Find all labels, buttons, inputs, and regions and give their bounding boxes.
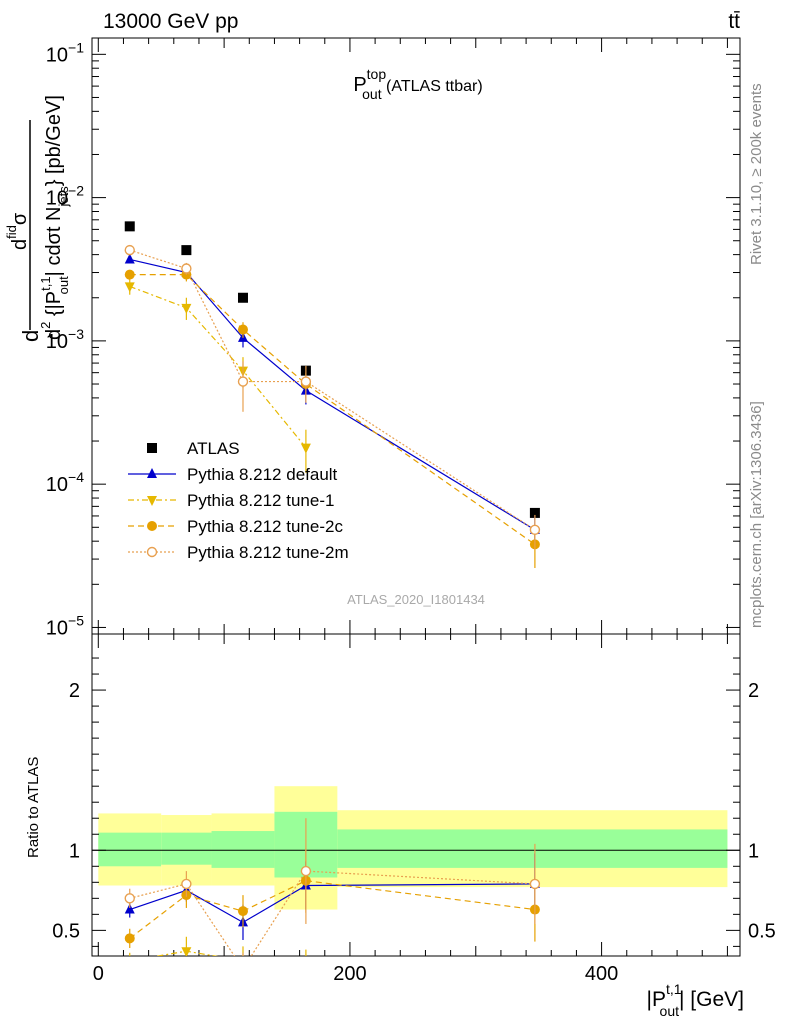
- series-pythia-8-212-tune-2m: [124, 244, 541, 550]
- x-tick-label: 200: [333, 963, 366, 985]
- data-point: [181, 303, 192, 314]
- ratio-uncertainty-bands: [98, 786, 728, 910]
- band-inner-4: [337, 829, 728, 868]
- watermark: ATLAS_2020_I1801434: [347, 592, 485, 607]
- ratio-line: [129, 870, 535, 956]
- data-point: [181, 245, 192, 256]
- legend-label: ATLAS: [187, 439, 240, 458]
- legend-marker: [147, 496, 157, 506]
- band-inner-0: [98, 832, 162, 867]
- band-inner-2: [211, 831, 275, 868]
- ratio-point: [124, 903, 135, 914]
- legend-marker: [147, 468, 157, 478]
- legend-label: Pythia 8.212 tune-1: [187, 491, 334, 510]
- data-point: [237, 376, 249, 387]
- y-tick-label: 10−5: [46, 612, 84, 639]
- y-axis-title-main: d dfidσ d2 {|Pt,1 out| cdσt Njets} [pb/Ge…: [4, 95, 71, 342]
- x-axis-label: |Pt,1 out| [GeV]: [647, 981, 745, 1019]
- svg-text:d: d: [18, 330, 43, 342]
- ratio-y-tick-label-right: 1: [748, 840, 759, 862]
- legend-marker: [147, 521, 157, 531]
- ratio-point: [181, 947, 192, 956]
- data-point: [124, 221, 135, 232]
- data-point: [237, 292, 248, 303]
- data-point: [124, 244, 135, 256]
- data-point: [529, 507, 540, 518]
- ratio-point: [237, 906, 248, 917]
- data-point: [124, 282, 135, 293]
- ratio-y-label: Ratio to ATLAS: [25, 757, 42, 858]
- y-tick-label: 10−1: [46, 39, 84, 66]
- ratio-point: [181, 878, 192, 890]
- energy-label: 13000 GeV pp: [103, 10, 238, 33]
- ratio-series: [124, 818, 541, 973]
- legend-marker: [147, 443, 157, 453]
- ratio-point: [125, 957, 135, 967]
- legend-marker: [146, 546, 158, 558]
- legend-label: Pythia 8.212 default: [187, 465, 338, 484]
- ratio-pythia-8-212-tune-1: [125, 936, 311, 972]
- ratio-point: [238, 964, 247, 973]
- ratio-point: [238, 957, 248, 967]
- series-line: [129, 285, 307, 448]
- y-tick-label: 10−3: [46, 326, 84, 353]
- ratio-frame: [91, 633, 741, 957]
- ratio-y-tick-label-right: 2: [748, 680, 759, 702]
- data-point: [300, 443, 311, 454]
- ratio-line: [154, 950, 219, 956]
- data-point: [237, 324, 248, 335]
- legend: ATLAS Pythia 8.212 default Pythia 8.212 tu…: [128, 439, 349, 562]
- plot-title: Ptop out (ATLAS ttbar): [353, 66, 482, 102]
- rivet-label: Rivet 3.1.10, ≥ 200k events: [748, 83, 765, 265]
- data-point: [300, 376, 312, 387]
- x-tick-label: 400: [585, 963, 618, 985]
- x-tick-label: 0: [93, 963, 104, 985]
- ratio-y-tick-label-left: 1: [69, 840, 80, 862]
- data-point: [181, 263, 192, 274]
- ratio-point: [124, 933, 135, 944]
- ratio-point: [124, 893, 135, 904]
- mcplots-label: mcplots.cern.ch [arXiv:1306.3436]: [748, 401, 765, 628]
- ratio-axes: 0.5 0.5 1 1 2 2 0 200 400: [52, 633, 776, 985]
- ratio-y-tick-label-left: 2: [69, 680, 80, 702]
- ratio-y-tick-label-right: 0.5: [748, 920, 776, 942]
- series-pythia-8-212-tune-1: [124, 279, 311, 473]
- legend-label: Pythia 8.212 tune-2m: [187, 543, 349, 562]
- data-point: [124, 253, 135, 264]
- legend-label: Pythia 8.212 tune-2c: [187, 517, 343, 536]
- band-inner-1: [161, 832, 212, 865]
- data-point: [529, 524, 541, 536]
- main-series: [124, 221, 541, 568]
- data-point: [124, 269, 135, 280]
- ratio-point: [529, 878, 541, 890]
- y-tick-label: 10−2: [46, 183, 84, 210]
- ratio-y-tick-label-left: 0.5: [52, 920, 80, 942]
- ratio-pythia-8-212-tune-2m: [124, 818, 541, 973]
- ratio-point: [300, 865, 312, 877]
- series-line: [129, 249, 536, 531]
- svg-text:dfidσ: dfidσ: [4, 212, 31, 250]
- process-label: tt̄: [728, 10, 740, 33]
- y-tick-label: 10−4: [46, 469, 84, 496]
- series-line: [129, 258, 536, 531]
- ratio-point: [301, 962, 311, 972]
